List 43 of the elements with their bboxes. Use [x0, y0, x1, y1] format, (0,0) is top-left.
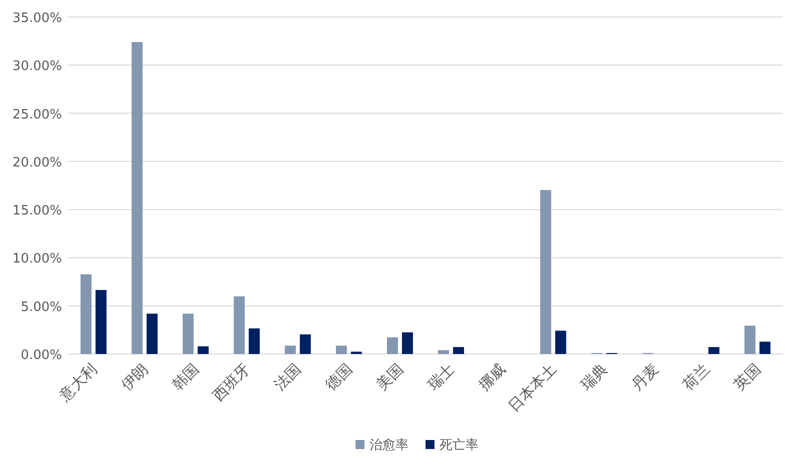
bar: [438, 350, 450, 354]
bar: [284, 346, 296, 354]
x-tick-label: 意大利: [55, 360, 100, 406]
bar: [80, 274, 92, 354]
bar: [96, 290, 107, 354]
bar: [759, 342, 770, 354]
bar: [248, 328, 260, 354]
y-tick-label: 20.00%: [12, 155, 62, 170]
legend-label: 死亡率: [440, 437, 478, 453]
y-tick-label: 10.00%: [12, 252, 62, 267]
bar: [555, 330, 566, 354]
bar: [708, 347, 720, 354]
x-tick-label: 荷兰: [679, 360, 714, 394]
bar: [234, 296, 245, 354]
bar: [386, 337, 398, 354]
x-tick-label: 伊朗: [117, 360, 152, 394]
y-tick-label: 5.00%: [20, 300, 62, 315]
x-tick-label: 丹麦: [628, 360, 662, 394]
bar: [146, 314, 158, 354]
x-tick-label: 瑞典: [577, 360, 612, 394]
bar: [402, 332, 413, 354]
bar: [540, 190, 552, 354]
bar: [182, 314, 194, 354]
y-tick-label: 15.00%: [12, 204, 62, 219]
y-tick-label: 25.00%: [12, 107, 62, 122]
x-tick-label: 美国: [372, 360, 407, 394]
bar: [744, 326, 756, 354]
bar: [300, 334, 311, 354]
y-tick-label: 35.00%: [12, 11, 62, 26]
y-tick-label: 0.00%: [20, 348, 62, 363]
bar: [198, 346, 209, 354]
x-tick-label: 韩国: [168, 360, 203, 394]
x-tick-label: 德国: [322, 360, 356, 394]
legend-label: 治愈率: [370, 437, 408, 453]
x-tick-label: 挪威: [474, 360, 509, 394]
bar: [453, 347, 464, 354]
x-tick-label: 英国: [730, 360, 764, 394]
x-tick-label: 西班牙: [209, 360, 254, 405]
y-tick-label: 30.00%: [12, 59, 62, 74]
x-tick-label: 瑞士: [424, 360, 458, 394]
bar: [336, 346, 347, 354]
bar: [132, 42, 143, 354]
x-tick-label: 法国: [270, 360, 305, 394]
